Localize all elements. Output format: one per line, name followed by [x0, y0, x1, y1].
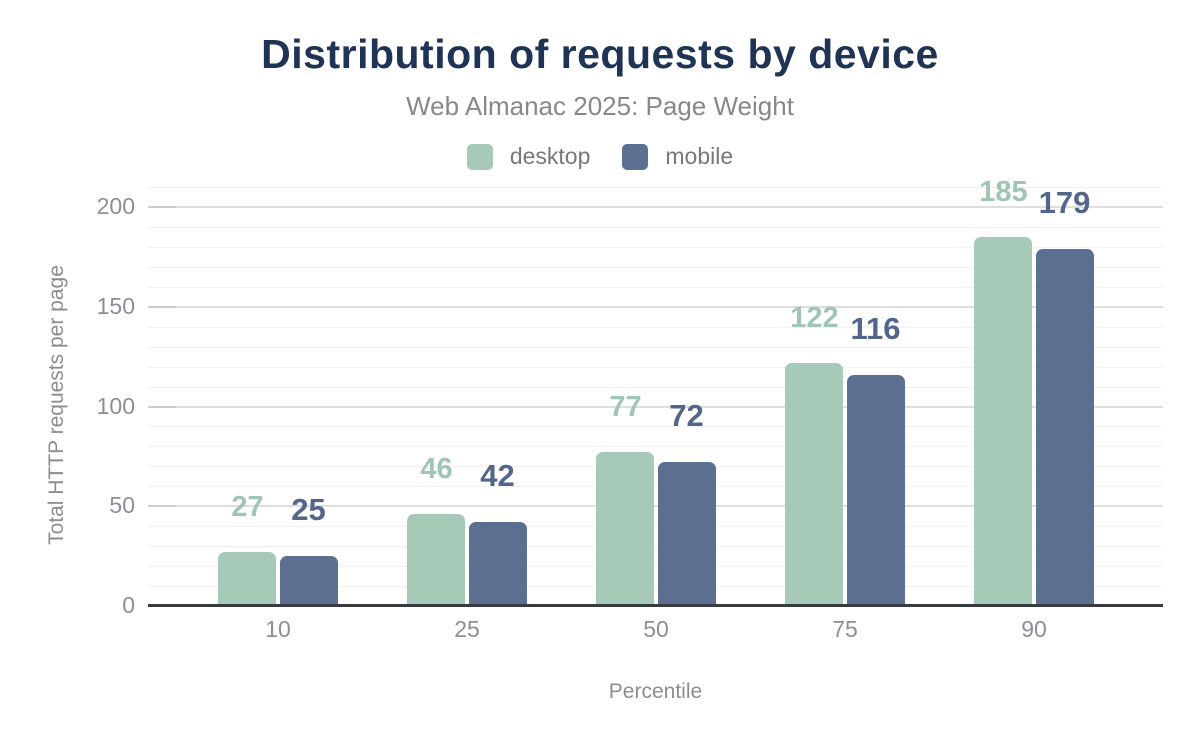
- x-tick-label: 90: [1021, 616, 1047, 642]
- x-axis-line: [148, 604, 1163, 607]
- bar-desktop-p10: [218, 552, 276, 606]
- x-axis-title: Percentile: [608, 680, 703, 703]
- gridline-minor: [148, 526, 1163, 527]
- x-tick-label: 10: [265, 616, 291, 642]
- value-label-desktop-p50: 77: [609, 391, 642, 423]
- value-label-mobile-p90: 179: [1038, 185, 1091, 220]
- y-tick-label: 200: [96, 193, 135, 219]
- x-tick-label: 50: [643, 616, 669, 642]
- bar-desktop-p25: [407, 514, 465, 606]
- gridline-major: [148, 206, 1163, 208]
- y-tick-mark: [148, 406, 176, 408]
- gridline-major: [148, 306, 1163, 308]
- legend-label-mobile: mobile: [665, 143, 734, 169]
- chart-subtitle: Web Almanac 2025: Page Weight: [406, 91, 794, 121]
- gridline-minor: [148, 367, 1163, 368]
- gridline-minor: [148, 466, 1163, 467]
- value-label-mobile-p50: 72: [669, 398, 704, 433]
- bar-desktop-p90: [974, 237, 1032, 606]
- bar-desktop-p50: [596, 452, 654, 606]
- bar-mobile-p50: [658, 462, 716, 606]
- value-label-desktop-p10: 27: [231, 491, 264, 523]
- y-tick-mark: [148, 505, 176, 507]
- legend-item-desktop: desktop: [466, 143, 591, 170]
- legend: desktop mobile: [0, 143, 1200, 170]
- y-tick-label: 150: [96, 293, 135, 319]
- gridline-minor: [148, 267, 1163, 268]
- gridline-minor: [148, 426, 1163, 427]
- gridline-major: [148, 505, 1163, 507]
- value-label-desktop-p25: 46: [420, 453, 453, 485]
- gridline-major: [148, 406, 1163, 408]
- gridline-minor: [148, 446, 1163, 447]
- gridline-minor: [148, 347, 1163, 348]
- gridline-minor: [148, 327, 1163, 328]
- bar-mobile-p25: [469, 522, 527, 606]
- gridline-minor: [148, 586, 1163, 587]
- value-label-desktop-p75: 122: [790, 302, 839, 334]
- legend-label-desktop: desktop: [509, 143, 591, 169]
- x-tick-label: 25: [454, 616, 480, 642]
- gridline-minor: [148, 546, 1163, 547]
- gridline-minor: [148, 486, 1163, 487]
- y-tick-label: 50: [109, 492, 135, 518]
- gridline-minor: [148, 187, 1163, 188]
- bar-mobile-p10: [280, 556, 338, 606]
- value-label-mobile-p75: 116: [850, 311, 901, 346]
- y-tick-label: 100: [96, 393, 135, 419]
- value-label-desktop-p90: 185: [979, 176, 1028, 208]
- legend-swatch-desktop: [466, 143, 493, 170]
- gridline-minor: [148, 247, 1163, 248]
- bar-mobile-p90: [1036, 249, 1094, 606]
- value-label-mobile-p25: 42: [480, 458, 515, 493]
- gridline-minor: [148, 227, 1163, 228]
- gridline-minor: [148, 566, 1163, 567]
- y-axis-title: Total HTTP requests per page: [45, 265, 68, 545]
- bar-desktop-p75: [785, 363, 843, 606]
- gridline-minor: [148, 287, 1163, 288]
- gridline-minor: [148, 387, 1163, 388]
- y-tick-label: 0: [122, 592, 135, 618]
- bar-mobile-p75: [847, 375, 905, 606]
- chart-title: Distribution of requests by device: [261, 31, 939, 77]
- value-label-mobile-p10: 25: [291, 492, 326, 527]
- y-tick-mark: [148, 206, 176, 208]
- legend-item-mobile: mobile: [622, 143, 733, 170]
- x-tick-label: 75: [832, 616, 858, 642]
- legend-swatch-mobile: [622, 143, 649, 170]
- y-tick-mark: [148, 306, 176, 308]
